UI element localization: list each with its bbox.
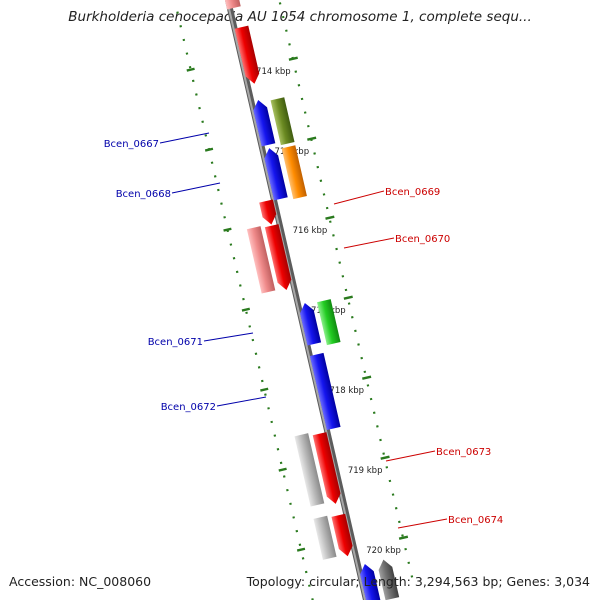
minor-tick [278, 467, 287, 472]
feature-bcen-0666[interactable] [234, 25, 262, 86]
tick-label: 718 kbp [329, 386, 364, 396]
major-tick [398, 535, 409, 540]
feature-bcen-0673-rna[interactable] [294, 433, 325, 507]
feature-bcen-0673[interactable] [312, 432, 343, 505]
tick-label: 716 kbp [293, 226, 328, 236]
leader-line [203, 332, 254, 342]
major-tick [288, 56, 298, 61]
summary-text: Topology: circular; Length: 3,294,563 bp… [246, 574, 590, 589]
leader-line [385, 450, 436, 462]
map-title: Burkholderia cenocepacia AU 1054 chromos… [68, 9, 532, 25]
feature-bcen-0667[interactable] [251, 98, 276, 147]
major-tick [362, 375, 372, 380]
major-tick [343, 295, 353, 300]
gene-label-bcen-0674[interactable]: Bcen_0674 [448, 515, 503, 526]
feature-bcen-0674[interactable] [331, 513, 354, 558]
feature-bcen-0670-rna[interactable] [246, 226, 276, 294]
gene-label-bcen-0670[interactable]: Bcen_0670 [395, 234, 450, 245]
minor-tick [223, 227, 232, 232]
gene-label-bcen-0672[interactable]: Bcen_0672 [161, 402, 216, 413]
gene-label-bcen-0667[interactable]: Bcen_0667 [104, 139, 159, 150]
feature-bcen-0668[interactable] [262, 147, 288, 201]
feature-top-fragment[interactable] [223, 0, 241, 10]
minor-tick [241, 307, 251, 312]
feature-bcen-0674-rna[interactable] [313, 515, 337, 560]
minor-tick [204, 147, 214, 152]
major-tick [380, 455, 390, 460]
feature-bcen-0672[interactable] [309, 352, 341, 431]
leader-line [343, 237, 395, 249]
minor-tick [260, 387, 269, 392]
leader-line [159, 132, 210, 144]
chromosome-backbone-highlight [226, 0, 366, 600]
leader-line [333, 190, 385, 205]
minor-tick [186, 67, 195, 72]
minor-tick [296, 547, 306, 552]
leader-line [216, 396, 267, 407]
feature-bcen-0668-rna[interactable] [281, 145, 307, 200]
leader-line [171, 182, 221, 194]
feature-bcen-0671[interactable] [298, 301, 322, 346]
accession-text: Accession: NC_008060 [9, 574, 152, 589]
tick-label: 720 kbp [366, 546, 401, 556]
gene-label-bcen-0668[interactable]: Bcen_0668 [116, 189, 171, 200]
feature-bcen-0667-rna[interactable] [270, 97, 295, 146]
major-tick [307, 136, 317, 141]
major-tick [325, 215, 335, 220]
gene-label-bcen-0671[interactable]: Bcen_0671 [148, 337, 203, 348]
feature-bottom-left[interactable] [377, 558, 400, 600]
feature-bcen-0670[interactable] [264, 224, 293, 291]
tick-label: 714 kbp [256, 67, 291, 77]
label-layer: Bcen_0667 Bcen_0668 Bcen_0669 Bcen_0670 Bcen… [104, 132, 503, 529]
feature-bcen-0669[interactable] [259, 199, 278, 227]
tick-label: 719 kbp [348, 466, 383, 476]
leader-line [397, 518, 448, 529]
rail-right-dots [176, 11, 314, 600]
feature-bcen-0671-rna[interactable] [317, 299, 341, 346]
backbone-layer [225, 0, 369, 600]
feature-layer [223, 0, 400, 600]
gene-label-bcen-0669[interactable]: Bcen_0669 [385, 187, 440, 198]
feature-bottom-right[interactable] [358, 562, 381, 600]
gene-label-bcen-0673[interactable]: Bcen_0673 [436, 447, 491, 458]
